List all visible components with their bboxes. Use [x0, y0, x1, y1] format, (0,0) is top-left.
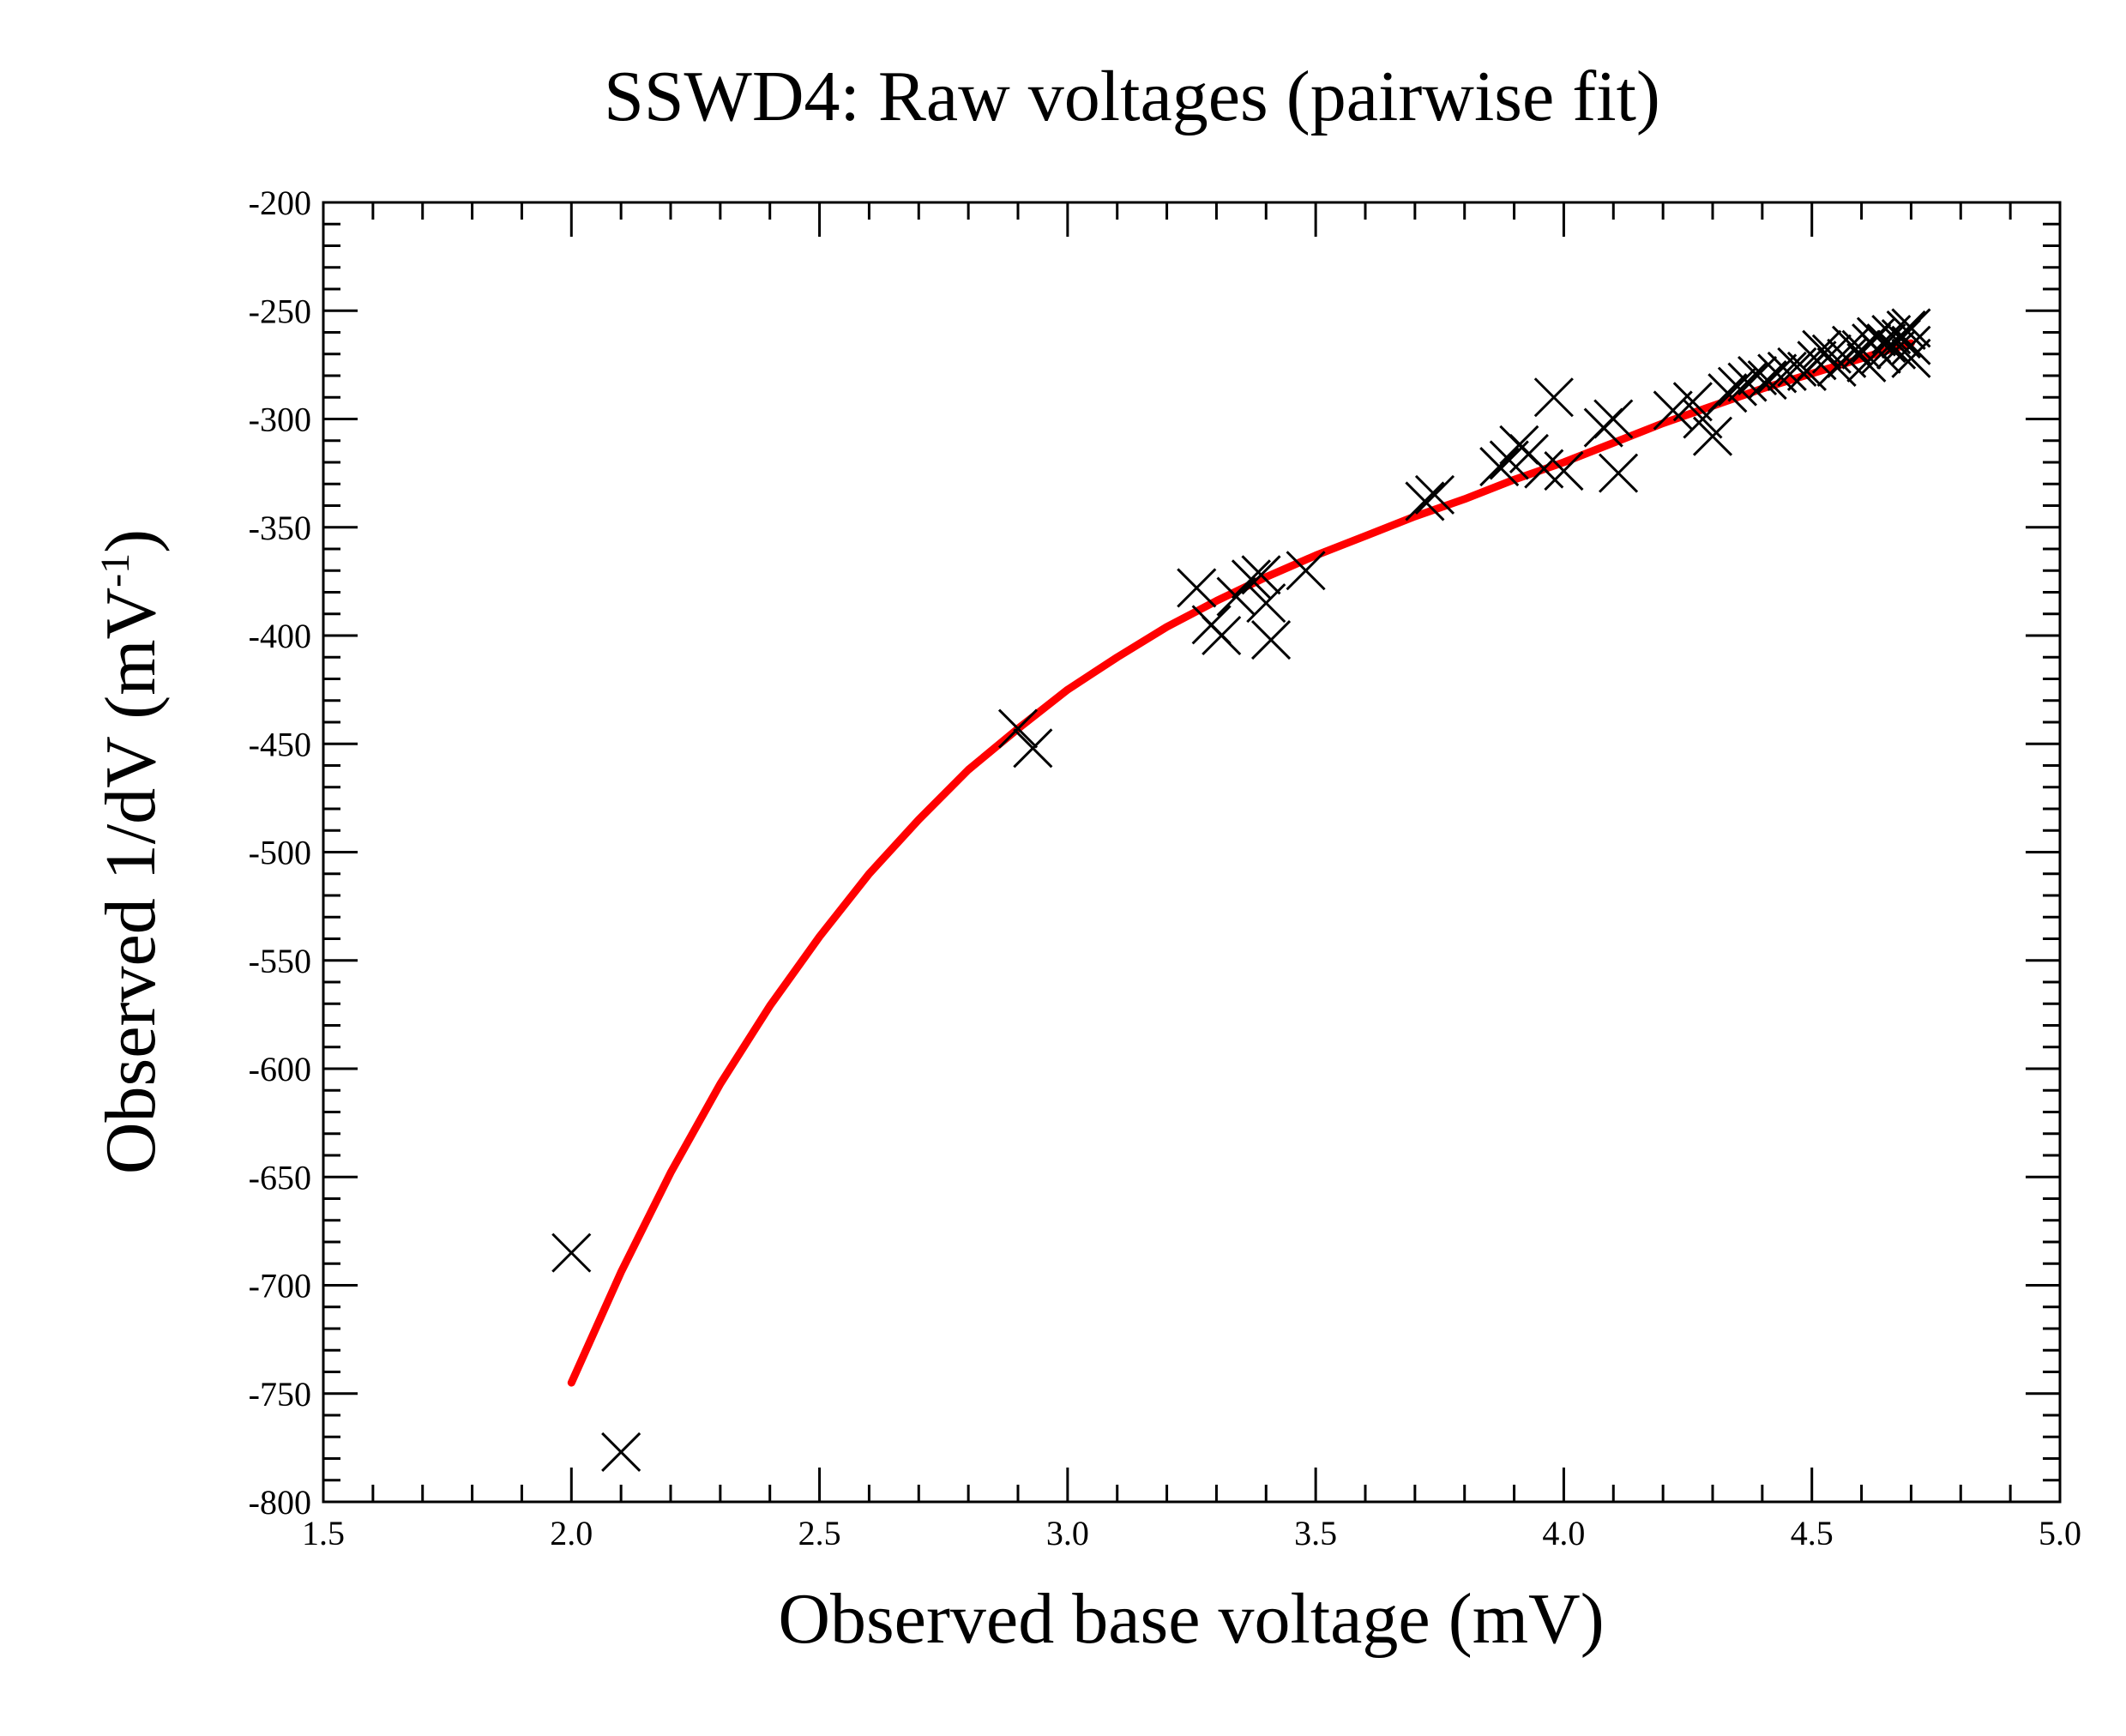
data-point — [1707, 373, 1748, 413]
data-point — [1533, 377, 1574, 418]
y-tick-label: -650 — [249, 1158, 311, 1197]
data-point — [997, 708, 1039, 749]
data-point — [1891, 338, 1931, 378]
data-point — [1286, 551, 1326, 591]
y-axis-label-close: ) — [91, 529, 171, 553]
y-tick-label: -500 — [249, 834, 311, 872]
data-point — [551, 1233, 592, 1273]
data-point — [1886, 310, 1926, 351]
y-tick-label: -800 — [249, 1483, 311, 1522]
data-point — [1653, 390, 1693, 431]
data-point — [1013, 728, 1053, 769]
axis-ticks — [322, 201, 2062, 1504]
data-point — [1672, 382, 1713, 422]
data-point — [1177, 568, 1217, 608]
data-point — [1727, 362, 1768, 402]
data-point — [1524, 449, 1564, 489]
y-axis-label: Observed 1/dV (mV-1) — [91, 529, 171, 1174]
chart-title: SSWD4: Raw voltages (pairwise fit) — [604, 57, 1660, 136]
y-tick-label: -250 — [249, 292, 311, 330]
x-tick-label: 3.0 — [1046, 1514, 1089, 1552]
data-point — [1216, 576, 1256, 617]
data-point — [1891, 308, 1931, 348]
fit-line — [567, 339, 1915, 1387]
y-tick-label: -200 — [249, 184, 311, 222]
y-tick-label: -750 — [249, 1375, 311, 1414]
data-point — [1405, 481, 1445, 521]
y-tick-label: -300 — [249, 401, 311, 439]
x-tick-label: 5.0 — [2039, 1514, 2081, 1552]
y-axis-label-main: Observed 1/dV (mV — [91, 588, 171, 1174]
data-point — [1767, 351, 1807, 392]
y-tick-label: -700 — [249, 1267, 311, 1305]
data-point — [1891, 325, 1931, 365]
y-tick-label: -450 — [249, 725, 311, 763]
data-point — [1251, 619, 1292, 660]
data-point — [1544, 451, 1584, 491]
data-point — [1599, 453, 1639, 493]
data-point — [1717, 366, 1757, 407]
data-point — [1246, 583, 1286, 624]
plot-frame — [322, 201, 2062, 1504]
data-point — [1831, 325, 1872, 365]
x-tick-label: 3.5 — [1294, 1514, 1337, 1552]
data-points — [551, 308, 1931, 1472]
y-tick-label: -550 — [249, 942, 311, 980]
x-tick-label: 2.5 — [798, 1514, 841, 1552]
data-point — [1593, 399, 1634, 439]
y-tick-label: -400 — [249, 617, 311, 655]
data-point — [1231, 559, 1271, 600]
data-point — [1202, 615, 1242, 656]
x-tick-label: 1.5 — [302, 1514, 345, 1552]
y-tick-label: -600 — [249, 1050, 311, 1088]
tick-labels: 1.5 2.0 2.5 3.0 3.5 4.0 4.5 5.0 -200 -250 -300 -350… — [249, 184, 2081, 1552]
data-point — [1692, 416, 1733, 456]
data-point — [601, 1432, 641, 1472]
data-point — [1747, 359, 1787, 401]
x-tick-label: 4.5 — [1791, 1514, 1834, 1552]
data-point — [1414, 474, 1455, 515]
y-tick-label: -350 — [249, 509, 311, 547]
x-tick-label: 4.0 — [1542, 1514, 1585, 1552]
y-axis-label-superscript: -1 — [93, 553, 138, 588]
data-point — [1241, 555, 1281, 595]
x-axis-label: Observed base voltage (mV) — [778, 1579, 1604, 1659]
x-tick-label: 2.0 — [550, 1514, 593, 1552]
